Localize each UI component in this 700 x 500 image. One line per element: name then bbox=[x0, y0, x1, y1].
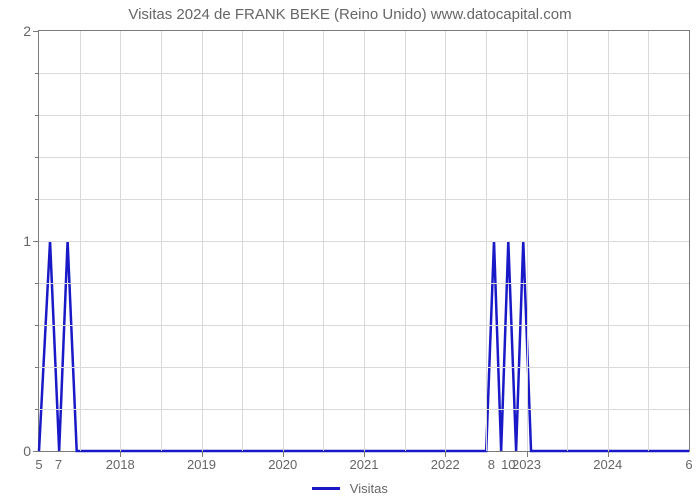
xtick-label: 2019 bbox=[187, 457, 216, 472]
xtick-label: 2018 bbox=[106, 457, 135, 472]
gridline-horizontal bbox=[39, 283, 689, 284]
ytick-minor bbox=[35, 367, 39, 368]
baseline-point-label: 5 bbox=[35, 457, 42, 472]
baseline-point-label: 7 bbox=[55, 457, 62, 472]
ytick bbox=[33, 451, 39, 452]
xtick-label: 2023 bbox=[512, 457, 541, 472]
baseline-point-label: 10 bbox=[501, 457, 515, 472]
ytick-label: 2 bbox=[23, 23, 31, 39]
gridline-horizontal bbox=[39, 367, 689, 368]
ytick-minor bbox=[35, 409, 39, 410]
gridline-horizontal bbox=[39, 115, 689, 116]
legend: Visitas bbox=[0, 480, 700, 496]
plot-area: 0122018201920202021202220232024578106 bbox=[38, 30, 690, 452]
baseline-point-label: 8 bbox=[488, 457, 495, 472]
gridline-horizontal bbox=[39, 157, 689, 158]
xtick-label: 2021 bbox=[350, 457, 379, 472]
xtick-label: 2024 bbox=[593, 457, 622, 472]
ytick-minor bbox=[35, 115, 39, 116]
ytick-minor bbox=[35, 157, 39, 158]
gridline-horizontal bbox=[39, 199, 689, 200]
ytick-minor bbox=[35, 199, 39, 200]
chart-title: Visitas 2024 de FRANK BEKE (Reino Unido)… bbox=[0, 6, 700, 23]
ytick-label: 0 bbox=[23, 443, 31, 459]
ytick-label: 1 bbox=[23, 233, 31, 249]
chart-container: Visitas 2024 de FRANK BEKE (Reino Unido)… bbox=[0, 0, 700, 500]
gridline-horizontal bbox=[39, 241, 689, 242]
ytick bbox=[33, 241, 39, 242]
baseline-point-label: 6 bbox=[685, 457, 692, 472]
ytick bbox=[33, 31, 39, 32]
legend-label: Visitas bbox=[350, 481, 388, 496]
gridline-horizontal bbox=[39, 73, 689, 74]
ytick-minor bbox=[35, 73, 39, 74]
xtick-label: 2022 bbox=[431, 457, 460, 472]
xtick-label: 2020 bbox=[268, 457, 297, 472]
legend-swatch bbox=[312, 487, 340, 490]
gridline-horizontal bbox=[39, 409, 689, 410]
ytick-minor bbox=[35, 325, 39, 326]
ytick-minor bbox=[35, 283, 39, 284]
gridline-horizontal bbox=[39, 325, 689, 326]
